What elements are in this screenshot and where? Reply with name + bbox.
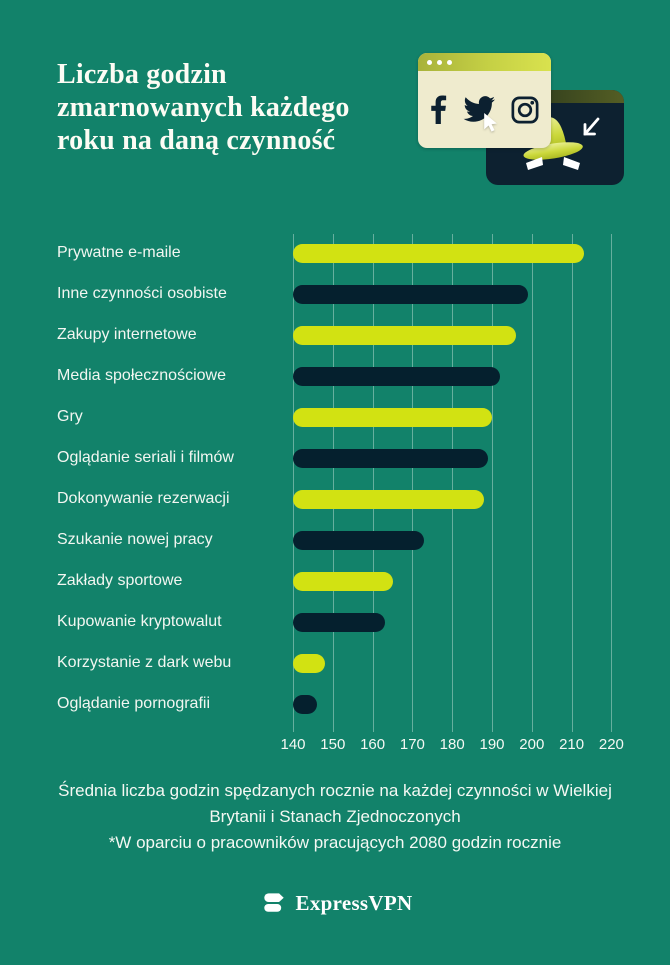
- browser-title-bar: [418, 53, 551, 71]
- chart-category-label: Szukanie nowej pracy: [57, 531, 213, 548]
- twitter-icon: [463, 95, 495, 122]
- footnotes: Średnia liczba godzin spędzanych rocznie…: [35, 778, 635, 856]
- axis-tick-label: 150: [320, 736, 346, 753]
- chart-bar: [293, 284, 528, 304]
- gridline: [372, 234, 374, 732]
- chart-bar: [293, 448, 489, 468]
- chart-bar: [293, 694, 317, 714]
- expressvpn-logo-icon: [263, 892, 284, 912]
- gridline: [611, 234, 613, 732]
- window-dot: [437, 59, 442, 65]
- axis-tick-label: 210: [559, 736, 585, 753]
- social-icons-row: [418, 71, 551, 148]
- chart-category-label: Prywatne e-maile: [57, 244, 181, 261]
- chart-category-label: Gry: [57, 408, 83, 425]
- title-line-2: zmarnowanych każdego: [57, 92, 350, 123]
- expressvpn-logo: ExpressVPN: [0, 886, 670, 920]
- axis-tick-label: 180: [439, 736, 465, 753]
- gridline: [571, 234, 573, 732]
- axis-tick-label: 160: [360, 736, 386, 753]
- chart-bar: [293, 407, 492, 427]
- chart-category-label: Zakupy internetowe: [57, 326, 197, 343]
- chart-category-label: Oglądanie pornografii: [57, 695, 210, 712]
- gridline: [293, 234, 294, 732]
- chart-bar: [293, 653, 325, 673]
- chart-category-label: Zakłady sportowe: [57, 572, 183, 589]
- axis-tick-label: 170: [399, 736, 425, 753]
- chart-category-label: Kupowanie kryptowalut: [57, 613, 222, 630]
- page-title: Liczba godzin zmarnowanych każdego roku …: [57, 58, 350, 157]
- bar-chart: 140 150 160 170 180 190 200 210 220 Prywatne e-ma…: [0, 230, 670, 765]
- cursor-icon: [484, 113, 497, 132]
- axis-tick-label: 140: [280, 736, 306, 753]
- axis-tick-label: 200: [519, 736, 545, 753]
- expressvpn-wordmark: ExpressVPN: [295, 890, 413, 915]
- window-dot: [427, 59, 432, 65]
- gridline: [492, 234, 493, 732]
- chart-category-label: Oglądanie seriali i filmów: [57, 449, 234, 466]
- gridline: [332, 234, 334, 732]
- chart-category-label: Dokonywanie rezerwacji: [57, 490, 230, 507]
- source-note: Średnia liczba godzin spędzanych rocznie…: [58, 781, 612, 826]
- window-dot: [447, 59, 452, 65]
- gridline: [452, 234, 454, 732]
- instagram-icon: [511, 96, 539, 123]
- gridline: [531, 234, 533, 732]
- chart-bar: [293, 571, 393, 591]
- axis-tick-label: 220: [598, 736, 624, 753]
- axis-tick-label: 190: [479, 736, 505, 753]
- title-line-3: roku na daną czynność: [57, 125, 336, 156]
- chart-bar: [293, 325, 516, 345]
- gridline: [412, 234, 414, 732]
- chart-bar: [293, 530, 425, 550]
- browser-window-illustration: [418, 53, 551, 148]
- arrow-cursor-icon: [583, 117, 600, 136]
- chart-category-label: Korzystanie z dark webu: [57, 654, 232, 671]
- methodology-note: *W oparciu o pracowników pracujących 208…: [108, 833, 562, 852]
- chart-bar: [293, 612, 385, 632]
- chart-category-label: Inne czynności osobiste: [57, 285, 227, 302]
- chart-bar: [293, 243, 584, 263]
- header-illustration: [418, 50, 628, 190]
- chart-bar: [293, 366, 500, 386]
- facebook-icon: [431, 95, 447, 124]
- title-line-1: Liczba godzin: [57, 59, 227, 90]
- chart-bar: [293, 489, 485, 509]
- chart-category-label: Media społecznościowe: [57, 367, 226, 384]
